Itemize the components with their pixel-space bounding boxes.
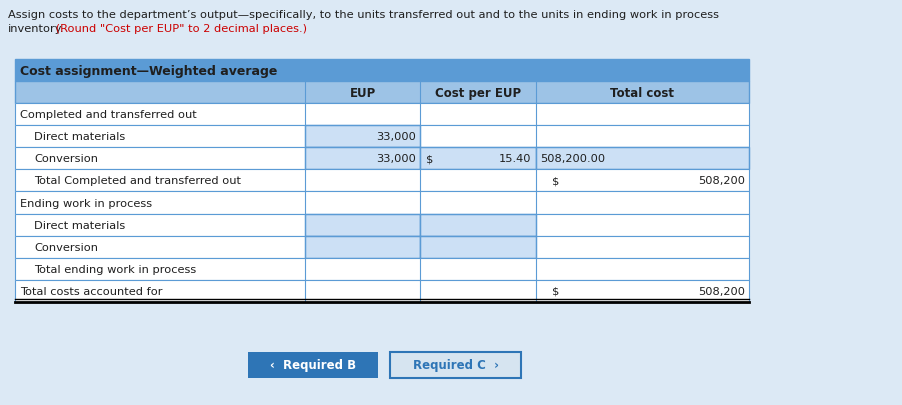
Bar xyxy=(15,236,748,258)
Text: 33,000: 33,000 xyxy=(376,132,416,142)
Text: Direct materials: Direct materials xyxy=(34,220,125,230)
Bar xyxy=(15,258,748,280)
Bar xyxy=(15,60,748,82)
Text: inventory.: inventory. xyxy=(8,24,64,34)
Bar xyxy=(305,236,420,258)
Bar xyxy=(15,148,748,170)
Text: 15.40: 15.40 xyxy=(499,154,531,164)
Text: ‹  Required B: ‹ Required B xyxy=(270,358,356,371)
Bar xyxy=(15,126,748,148)
Bar xyxy=(15,236,748,258)
Text: Completed and transferred out: Completed and transferred out xyxy=(20,110,197,120)
Text: (Round "Cost per EUP" to 2 decimal places.): (Round "Cost per EUP" to 2 decimal place… xyxy=(52,24,307,34)
Text: Cost assignment—Weighted average: Cost assignment—Weighted average xyxy=(20,64,277,77)
Text: Ending work in process: Ending work in process xyxy=(20,198,152,208)
Bar xyxy=(390,352,520,378)
Bar xyxy=(15,148,748,170)
Text: Conversion: Conversion xyxy=(34,242,98,252)
Bar xyxy=(15,214,748,236)
Bar xyxy=(535,148,748,170)
Text: Total ending work in process: Total ending work in process xyxy=(34,264,196,274)
Bar xyxy=(248,352,378,378)
Bar xyxy=(15,126,748,148)
Bar xyxy=(420,236,535,258)
Bar xyxy=(15,104,748,126)
Text: 33,000: 33,000 xyxy=(376,154,416,164)
Text: Total cost: Total cost xyxy=(610,87,674,100)
Text: Assign costs to the department’s output—specifically, to the units transferred o: Assign costs to the department’s output—… xyxy=(8,10,718,20)
Bar xyxy=(15,170,748,192)
Bar xyxy=(15,258,748,280)
Text: $: $ xyxy=(551,286,558,296)
Text: Direct materials: Direct materials xyxy=(34,132,125,142)
Text: 508,200.00: 508,200.00 xyxy=(540,154,605,164)
Text: Required C  ›: Required C › xyxy=(412,358,498,371)
Bar xyxy=(420,148,535,170)
Text: $: $ xyxy=(551,176,558,186)
Text: Total costs accounted for: Total costs accounted for xyxy=(20,286,162,296)
Bar xyxy=(15,280,748,302)
Text: 508,200: 508,200 xyxy=(697,286,744,296)
Bar xyxy=(15,214,748,236)
Bar xyxy=(15,192,748,214)
Text: Total Completed and transferred out: Total Completed and transferred out xyxy=(34,176,241,186)
Bar xyxy=(15,170,748,192)
Bar xyxy=(305,214,420,236)
Text: EUP: EUP xyxy=(349,87,375,100)
Bar xyxy=(305,148,420,170)
Bar xyxy=(420,214,535,236)
Text: Cost per EUP: Cost per EUP xyxy=(435,87,520,100)
Bar xyxy=(15,192,748,214)
Bar xyxy=(305,126,420,148)
Text: 508,200: 508,200 xyxy=(697,176,744,186)
Bar xyxy=(15,82,748,104)
Text: $: $ xyxy=(426,154,433,164)
Bar xyxy=(15,104,748,126)
Bar xyxy=(15,280,748,302)
Text: Conversion: Conversion xyxy=(34,154,98,164)
